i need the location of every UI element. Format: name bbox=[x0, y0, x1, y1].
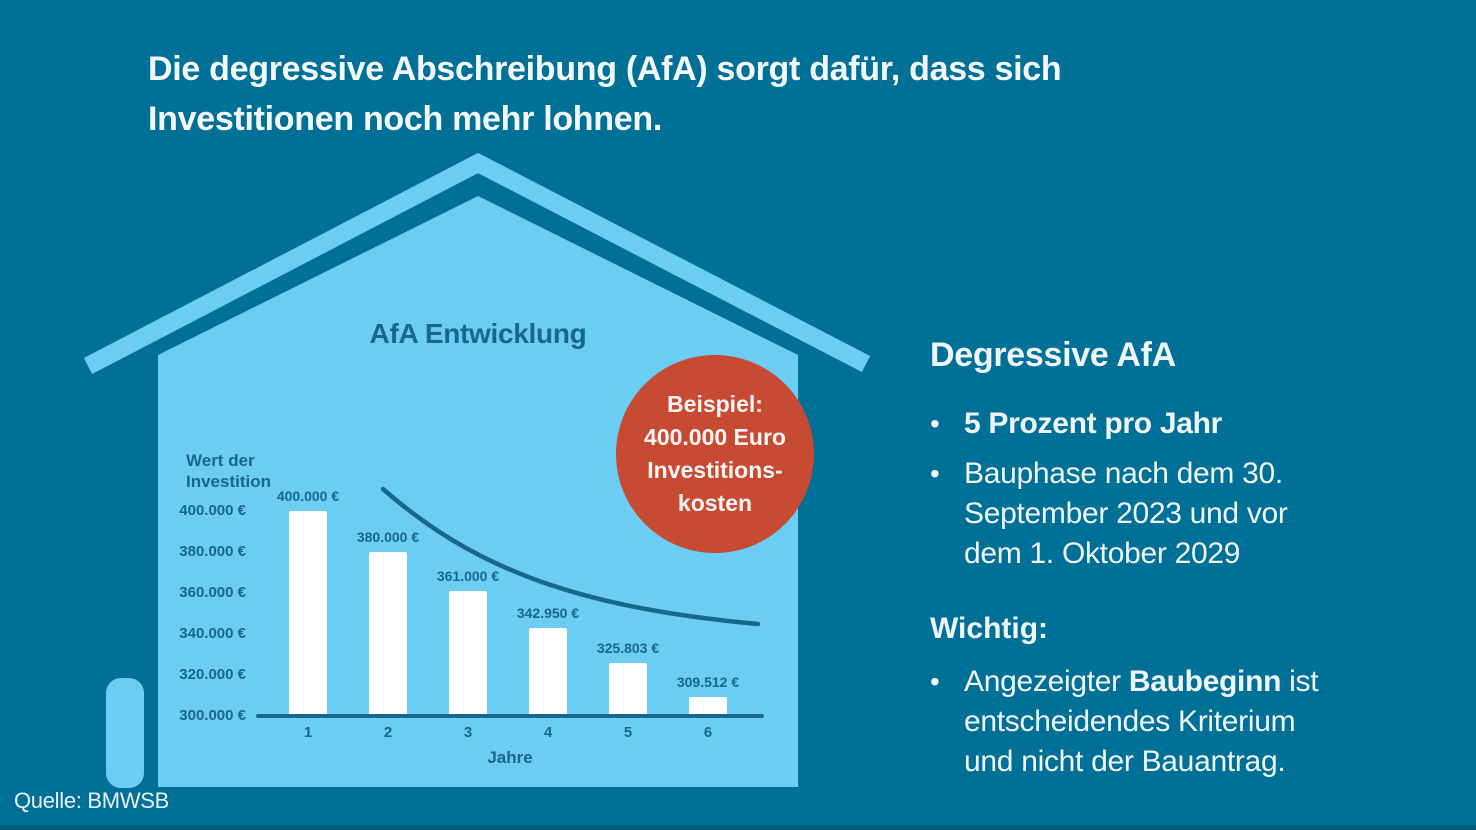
baubeginn-post: ist entscheidendes Kriterium und nicht d… bbox=[964, 665, 1319, 778]
y-axis-ticks: 400.000 € 380.000 € 360.000 € 340.000 € 320.… bbox=[150, 0, 246, 830]
x-tick-label: 1 bbox=[303, 724, 313, 741]
bar bbox=[449, 590, 487, 716]
bullet-icon: • bbox=[930, 666, 940, 697]
bullet-bauphase: • Bauphase nach dem 30. September 2023 u… bbox=[930, 454, 1288, 574]
chart-x-axis-label: Jahre bbox=[487, 748, 533, 767]
example-badge: Beispiel: 400.000 Euro Investitions- kos… bbox=[616, 355, 814, 553]
y-tick-label: 340.000 € bbox=[179, 625, 246, 642]
bar bbox=[689, 696, 727, 716]
bullet-baubeginn-text: Angezeigter Baubeginn ist entscheidendes… bbox=[964, 662, 1319, 782]
source-caption: Quelle: BMWSB bbox=[14, 788, 170, 813]
bar bbox=[529, 627, 567, 716]
chimney-shape bbox=[106, 678, 144, 788]
bottom-strip bbox=[0, 825, 1476, 830]
bullet-icon: • bbox=[930, 458, 940, 489]
bar-value-label: 342.950 € bbox=[516, 604, 580, 621]
x-axis-line bbox=[256, 714, 764, 718]
bar-value-label: 309.512 € bbox=[676, 673, 740, 690]
bullet-prozent: • 5 Prozent pro Jahr bbox=[930, 404, 1222, 444]
baubeginn-pre: Angezeigter bbox=[964, 665, 1129, 698]
y-tick-label: 300.000 € bbox=[179, 707, 246, 724]
bar-value-label: 325.803 € bbox=[596, 640, 660, 657]
page-title: Die degressive Abschreibung (AfA) sorgt … bbox=[148, 50, 1062, 138]
x-tick-label: 4 bbox=[543, 724, 553, 741]
bar-value-label: 361.000 € bbox=[436, 567, 500, 584]
bar bbox=[289, 511, 327, 716]
chart-y-axis-label: Wert der Investition bbox=[186, 451, 272, 491]
wichtig-heading: Wichtig: bbox=[930, 612, 1049, 645]
bar-value-label: 400.000 € bbox=[276, 488, 340, 504]
x-tick-label: 3 bbox=[463, 724, 473, 741]
y-tick-label: 380.000 € bbox=[179, 543, 246, 560]
baubeginn-bold: Baubeginn bbox=[1128, 665, 1282, 698]
chart-title: AfA Entwicklung bbox=[369, 318, 587, 349]
bullet-baubeginn: • Angezeigter Baubeginn ist entscheidend… bbox=[930, 662, 1319, 782]
bullet-bauphase-text: Bauphase nach dem 30. September 2023 und… bbox=[964, 457, 1288, 570]
x-tick-label: 2 bbox=[383, 724, 393, 741]
bar bbox=[609, 663, 647, 716]
y-tick-label: 360.000 € bbox=[179, 584, 246, 601]
panel-heading: Degressive AfA bbox=[930, 336, 1176, 374]
example-badge-text: Beispiel: 400.000 Euro Investitions- kos… bbox=[644, 391, 786, 516]
y-tick-label: 400.000 € bbox=[179, 502, 246, 519]
bullet-icon: • bbox=[930, 408, 940, 439]
bar bbox=[369, 552, 407, 716]
roof-outline bbox=[83, 152, 871, 374]
bullet-prozent-text: 5 Prozent pro Jahr bbox=[964, 407, 1222, 440]
y-tick-label: 320.000 € bbox=[179, 666, 246, 683]
x-tick-label: 6 bbox=[703, 724, 713, 741]
x-tick-label: 5 bbox=[623, 724, 633, 741]
bar-value-label: 380.000 € bbox=[356, 529, 420, 545]
